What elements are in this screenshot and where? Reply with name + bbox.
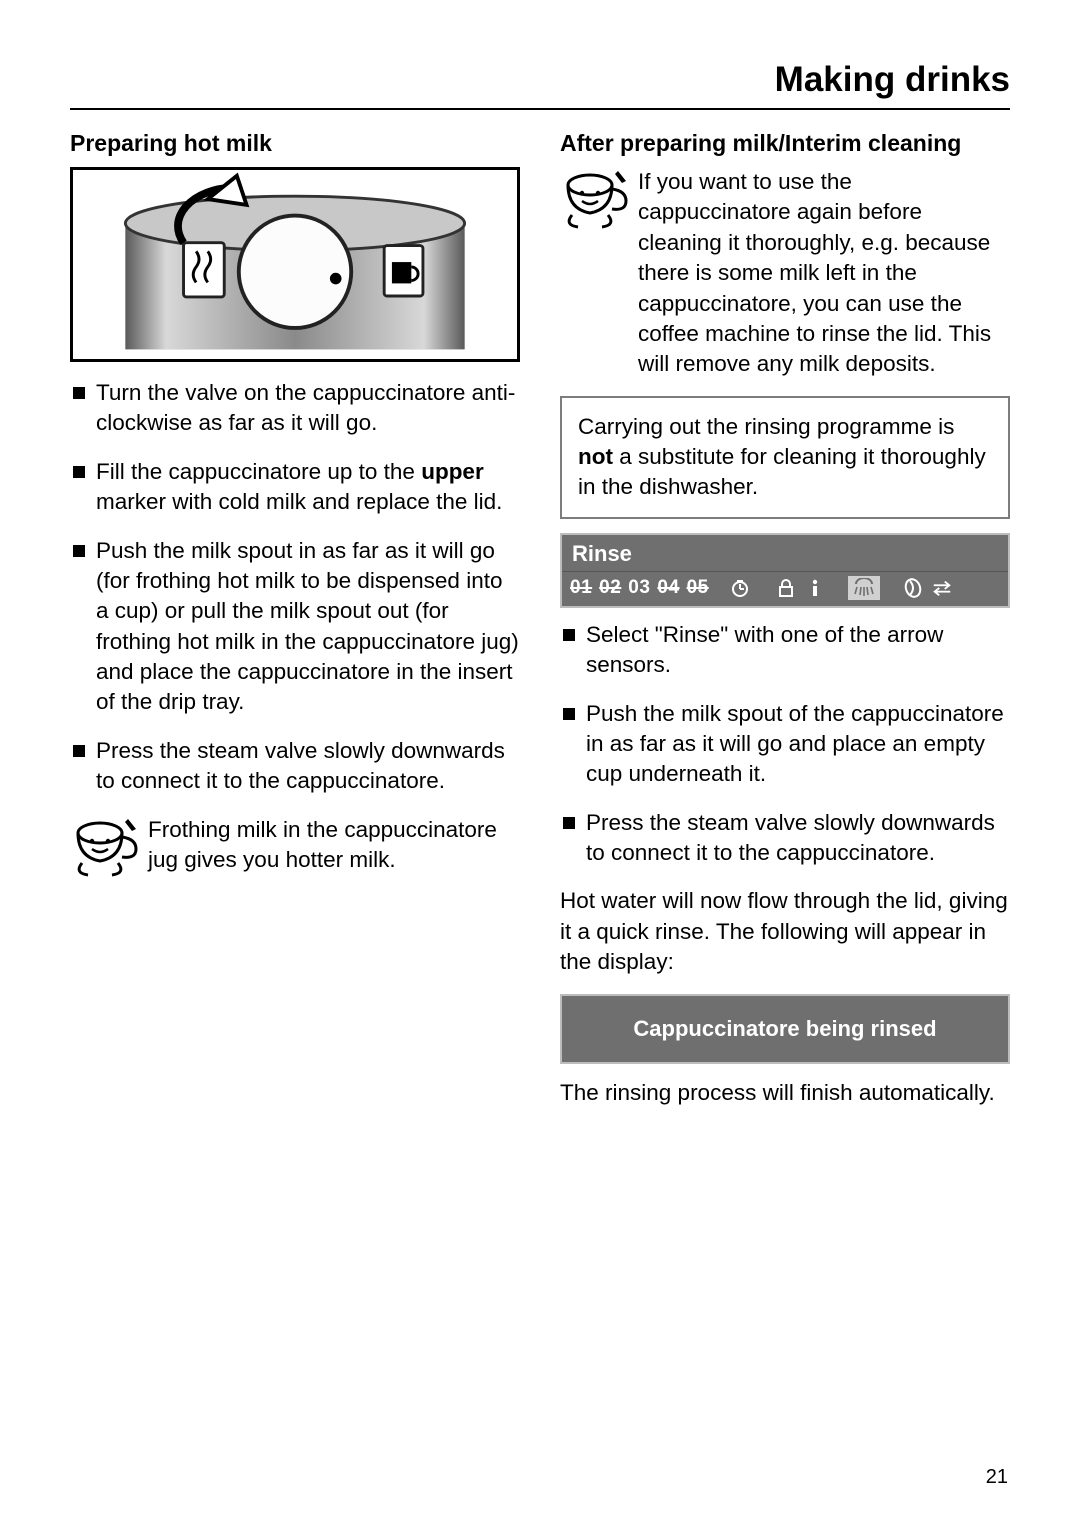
intro-tip: If you want to use the cappuccinatore ag… xyxy=(560,167,1010,380)
cup-smile-icon xyxy=(560,169,630,239)
bullet-item: Fill the cappuccinatore up to the upper … xyxy=(70,457,520,518)
display-rinse-label: Rinse xyxy=(562,535,1008,572)
shower-icon-highlight xyxy=(848,576,880,600)
para-auto-finish: The rinsing process will finish automati… xyxy=(560,1078,1010,1108)
display-rinse: Rinse 01 02 03 04 05 xyxy=(560,533,1010,608)
right-column: After preparing milk/Interim cleaning If… xyxy=(560,130,1010,1124)
bullet-item: Push the milk spout in as far as it will… xyxy=(70,536,520,718)
bullet-item: Press the steam valve slowly downwards t… xyxy=(560,808,1010,869)
disp-02: 02 xyxy=(599,577,621,599)
lock-icon xyxy=(775,577,797,599)
display-icon-row: 01 02 03 04 05 xyxy=(562,572,1008,606)
disp-05: 05 xyxy=(687,577,709,599)
cup-smile-icon xyxy=(70,817,140,887)
swap-icon xyxy=(931,577,953,599)
right-bullets: Select "Rinse" with one of the arrow sen… xyxy=(560,620,1010,869)
warning-callout: Carrying out the rinsing programme is no… xyxy=(560,396,1010,519)
bullet-item: Select "Rinse" with one of the arrow sen… xyxy=(560,620,1010,681)
para-rinse-flow: Hot water will now flow through the lid,… xyxy=(560,886,1010,977)
two-column-layout: Preparing hot milk xyxy=(70,130,1010,1124)
intro-text: If you want to use the cappuccinatore ag… xyxy=(638,167,1010,380)
bullet-item: Turn the valve on the cappuccinatore ant… xyxy=(70,378,520,439)
bullet-item: Push the milk spout of the cappuccinator… xyxy=(560,699,1010,790)
page-number: 21 xyxy=(986,1466,1008,1489)
clock-icon xyxy=(729,577,751,599)
cappuccinatore-svg xyxy=(73,170,517,359)
disp-04: 04 xyxy=(657,577,679,599)
bean-icon xyxy=(902,577,924,599)
tip-text: Frothing milk in the cappuccinatore jug … xyxy=(148,815,520,876)
display-status: Cappuccinatore being rinsed xyxy=(560,994,1010,1064)
disp-01: 01 xyxy=(570,577,592,599)
disp-03: 03 xyxy=(628,577,650,599)
info-icon xyxy=(804,577,826,599)
bullet-item: Press the steam valve slowly downwards t… xyxy=(70,736,520,797)
left-heading: Preparing hot milk xyxy=(70,130,520,157)
tip-row: Frothing milk in the cappuccinatore jug … xyxy=(70,815,520,887)
page-title: Making drinks xyxy=(70,60,1010,110)
cappuccinatore-figure xyxy=(70,167,520,362)
left-bullets: Turn the valve on the cappuccinatore ant… xyxy=(70,378,520,797)
right-heading: After preparing milk/Interim cleaning xyxy=(560,130,1010,157)
page: Making drinks Preparing hot milk xyxy=(0,0,1080,1529)
left-column: Preparing hot milk xyxy=(70,130,520,1124)
